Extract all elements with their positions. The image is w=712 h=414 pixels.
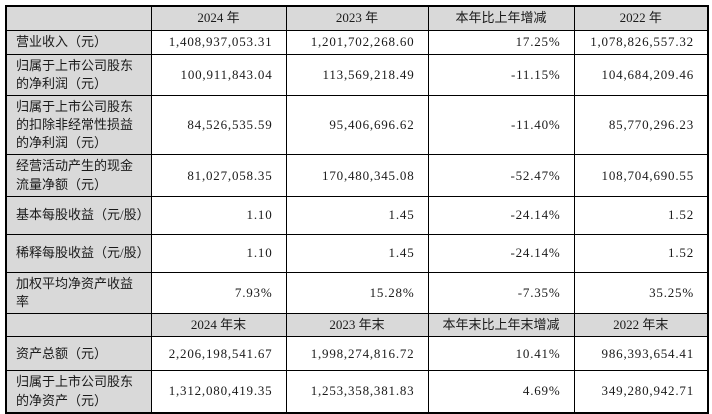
corner-cell (5, 5, 152, 31)
cell-value: 1,998,274,816.72 (285, 336, 429, 372)
financial-summary-table: 2024 年 2023 年 本年比上年增减 2022 年 营业收入（元） 1,4… (5, 5, 709, 414)
cell-value: 15.28% (285, 271, 429, 315)
cell-value: 349,280,942.71 (573, 370, 709, 414)
row-label: 归属于上市公司股东的扣除非经常性损益的净利润（元） (5, 94, 152, 156)
cell-value: 1,201,702,268.60 (285, 29, 429, 55)
row-label: 基本每股收益（元/股） (5, 195, 152, 235)
row-label: 营业收入（元） (5, 29, 152, 55)
cell-value: 7.93% (150, 271, 287, 315)
cell-value: -11.40% (427, 94, 575, 156)
table-row-operating-cash-flow: 经营活动产生的现金流量净额（元） 81,027,058.35 170,480,3… (5, 154, 709, 197)
column-header-2023-end: 2023 年末 (285, 313, 429, 338)
cell-value: -11.15% (427, 53, 575, 96)
cell-value: 100,911,843.04 (150, 53, 287, 96)
cell-value: 10.41% (427, 336, 575, 372)
cell-value: 35.25% (573, 271, 709, 315)
table-row-diluted-eps: 稀释每股收益（元/股） 1.10 1.45 -24.14% 1.52 (5, 233, 709, 273)
row-label: 资产总额（元） (5, 336, 152, 372)
column-header-yoy-change: 本年比上年增减 (427, 5, 575, 31)
cell-value: 81,027,058.35 (150, 154, 287, 197)
cell-value: 17.25% (427, 29, 575, 55)
row-label: 归属于上市公司股东的净利润（元） (5, 53, 152, 96)
cell-value: 1.45 (285, 195, 429, 235)
header-row-annual: 2024 年 2023 年 本年比上年增减 2022 年 (5, 5, 709, 31)
cell-value: -52.47% (427, 154, 575, 197)
cell-value: 2,206,198,541.67 (150, 336, 287, 372)
cell-value: -7.35% (427, 271, 575, 315)
cell-value: 113,569,218.49 (285, 53, 429, 96)
cell-value: -24.14% (427, 233, 575, 273)
cell-value: 170,480,345.08 (285, 154, 429, 197)
table-row-net-profit: 归属于上市公司股东的净利润（元） 100,911,843.04 113,569,… (5, 53, 709, 96)
table-row-total-assets: 资产总额（元） 2,206,198,541.67 1,998,274,816.7… (5, 336, 709, 372)
table-row-net-profit-deducted: 归属于上市公司股东的扣除非经常性损益的净利润（元） 84,526,535.59 … (5, 94, 709, 156)
table-row-basic-eps: 基本每股收益（元/股） 1.10 1.45 -24.14% 1.52 (5, 195, 709, 235)
row-label: 加权平均净资产收益率 (5, 271, 152, 315)
header-row-year-end: 2024 年末 2023 年末 本年末比上年末增减 2022 年末 (5, 313, 709, 338)
cell-value: -24.14% (427, 195, 575, 235)
cell-value: 1.10 (150, 233, 287, 273)
cell-value: 986,393,654.41 (573, 336, 709, 372)
cell-value: 1,078,826,557.32 (573, 29, 709, 55)
column-header-2023: 2023 年 (285, 5, 429, 31)
column-header-2022: 2022 年 (573, 5, 709, 31)
cell-value: 85,770,296.23 (573, 94, 709, 156)
cell-value: 1,408,937,053.31 (150, 29, 287, 55)
cell-value: 1.52 (573, 195, 709, 235)
table-row-revenue: 营业收入（元） 1,408,937,053.31 1,201,702,268.6… (5, 29, 709, 55)
row-label: 稀释每股收益（元/股） (5, 233, 152, 273)
cell-value: 84,526,535.59 (150, 94, 287, 156)
cell-value: 1.45 (285, 233, 429, 273)
cell-value: 95,406,696.62 (285, 94, 429, 156)
row-label: 归属于上市公司股东的净资产（元） (5, 370, 152, 414)
table-row-net-assets: 归属于上市公司股东的净资产（元） 1,312,080,419.35 1,253,… (5, 370, 709, 414)
row-label: 经营活动产生的现金流量净额（元） (5, 154, 152, 197)
column-header-2024: 2024 年 (150, 5, 287, 31)
table-row-weighted-avg-roe: 加权平均净资产收益率 7.93% 15.28% -7.35% 35.25% (5, 271, 709, 315)
cell-value: 1,253,358,381.83 (285, 370, 429, 414)
corner-cell (5, 313, 152, 338)
column-header-year-end-change: 本年末比上年末增减 (427, 313, 575, 338)
cell-value: 104,684,209.46 (573, 53, 709, 96)
cell-value: 1,312,080,419.35 (150, 370, 287, 414)
cell-value: 108,704,690.55 (573, 154, 709, 197)
column-header-2022-end: 2022 年末 (573, 313, 709, 338)
cell-value: 4.69% (427, 370, 575, 414)
cell-value: 1.52 (573, 233, 709, 273)
cell-value: 1.10 (150, 195, 287, 235)
column-header-2024-end: 2024 年末 (150, 313, 287, 338)
